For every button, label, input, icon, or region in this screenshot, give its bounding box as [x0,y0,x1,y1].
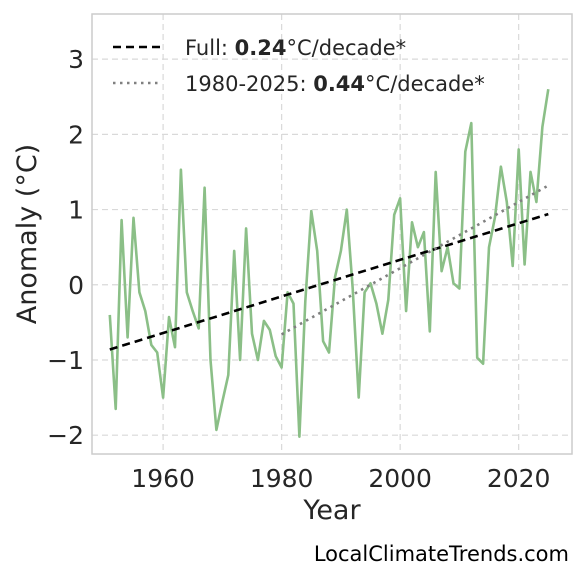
legend-entry-prefix: Full: [185,36,235,60]
x-tick-label: 2020 [487,464,551,493]
x-tick-labels: 1960 1980 2000 2020 [131,464,550,493]
legend-entry: 1980-2025: 0.44°C/decade* [185,72,485,96]
x-tick-label: 2000 [368,464,432,493]
y-tick-label: 0 [68,271,84,300]
legend-entry-value: 0.44 [313,72,365,96]
legend-entry-suffix: °C/decade* [365,72,485,96]
legend-entry-prefix: 1980-2025: [185,72,313,96]
legend: Full: 0.24°C/decade*1980-2025: 0.44°C/de… [113,36,485,96]
watermark: LocalClimateTrends.com [314,542,569,566]
y-tick-label: −1 [47,346,84,375]
y-tick-label: 3 [68,45,84,74]
x-tick-label: 1980 [250,464,314,493]
trend-line-full [109,212,549,351]
y-tick-labels: −2 −1 0 1 2 3 [47,45,84,450]
x-axis-label: Year [302,495,361,526]
legend-entry-suffix: °C/decade* [287,36,407,60]
x-tick-label: 1960 [131,464,195,493]
plot-area [108,88,550,439]
legend-entry: Full: 0.24°C/decade* [185,36,406,60]
y-axis-label: Anomaly (°C) [12,144,43,324]
plot-frame [91,13,573,455]
y-tick-label: 1 [68,196,84,225]
legend-entry-value: 0.24 [235,36,287,60]
y-tick-label: 2 [68,120,84,149]
grid [92,14,572,454]
series-line-anomaly [108,88,550,439]
trend-line-recent [280,184,549,336]
y-tick-label: −2 [47,421,84,450]
